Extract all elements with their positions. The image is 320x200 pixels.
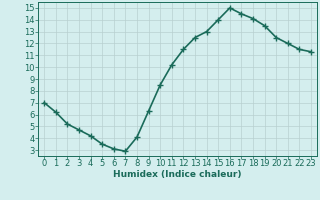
X-axis label: Humidex (Indice chaleur): Humidex (Indice chaleur) [113, 170, 242, 179]
